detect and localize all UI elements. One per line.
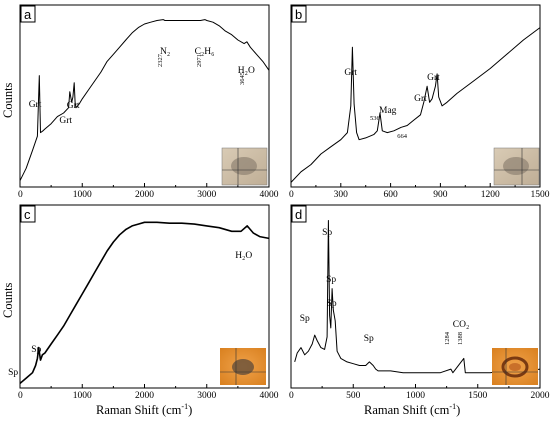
panel-c: c 0 1000 2000 3000 4000 Sp Sp H₂O [8, 204, 279, 401]
panel-a-label-grt-2: Grt [59, 116, 72, 126]
panel-a: a 0 1000 2000 3000 4000 Grt Grt Grt N₂ 2327 … [18, 4, 279, 200]
panel-a-letter-box [20, 5, 36, 23]
panel-a-x-ticks: 0 1000 2000 3000 4000 [18, 183, 279, 200]
panel-c-spectrum [19, 221, 270, 385]
panel-b-label-grt-1: Grt [344, 68, 357, 78]
panel-c-inclusion-photo [220, 348, 266, 385]
panel-a-label-2327: 2327 [157, 53, 164, 67]
panel-d-letter: d [295, 207, 302, 222]
panel-b-label-mag: Mag [379, 106, 397, 116]
panel-a-label-c2h6: C₂H₆ [195, 47, 215, 57]
panel-c-label-h2o: H₂O [235, 251, 252, 261]
panel-d-x-tick-label: 0 [289, 391, 294, 401]
panel-d-inclusion-photo [492, 348, 538, 385]
panel-a-label-3645: 3645 [239, 72, 246, 85]
panel-a-letter: a [24, 7, 32, 22]
panel-b-x-tick-label: 1500 [531, 190, 550, 200]
y-axis-label-top: Counts [1, 82, 15, 118]
panel-d-x-tick-label: 1500 [468, 391, 487, 401]
panel-a-x-tick-label: 0 [18, 190, 23, 200]
panel-c-x-tick-label: 4000 [260, 391, 279, 401]
panel-b-label-grt-2: Grt [414, 94, 427, 104]
panel-b-letter: b [295, 7, 302, 22]
panel-d-label-1388: 1388 [457, 332, 464, 345]
y-axis-label-bottom: Counts [1, 282, 15, 318]
panel-c-label-sp-1: Sp [8, 368, 18, 378]
panel-b-letter-box [291, 5, 307, 23]
panel-d-label-sp-3: Sp [326, 275, 336, 285]
panel-b-spectrum [290, 27, 541, 183]
panel-c-x-ticks: 0 1000 2000 3000 4000 [18, 384, 279, 401]
panel-c-x-tick-label: 0 [18, 391, 23, 401]
panel-d-label-sp-1: Sp [300, 314, 310, 324]
panel-b-label-536: 536 [370, 115, 381, 122]
panel-d-x-tick-label: 2000 [531, 391, 550, 401]
panel-d-letter-box [291, 205, 307, 223]
panel-d-label-sp-2: Sp [322, 228, 332, 238]
panel-d-x-tick-label: 500 [346, 391, 361, 401]
panel-d-label-sp-4: Sp [327, 299, 337, 309]
panel-a-x-tick-label: 1000 [73, 190, 92, 200]
panel-b-x-ticks: 0 300 600 900 1200 1500 [289, 183, 550, 200]
panel-a-label-grt-1: Grt [29, 100, 42, 110]
panel-b-label-664: 664 [397, 133, 408, 140]
panel-b-label-grt-3: Grt [427, 73, 440, 83]
panel-a-label-h2o: H₂O [238, 66, 255, 76]
panel-c-x-tick-label: 1000 [73, 391, 92, 401]
panel-d-label-1284: 1284 [444, 331, 451, 345]
panel-a-x-tick-label: 2000 [135, 190, 154, 200]
panel-c-letter-box [20, 205, 36, 223]
panel-d-spectrum [294, 220, 541, 374]
panel-c-letter: c [24, 207, 31, 222]
panel-b: b 0 300 600 900 1200 1500 Grt Mag 536 664 Grt… [289, 4, 550, 200]
panel-d-x-ticks: 0 500 1000 1500 2000 [289, 384, 550, 401]
panel-a-inclusion-photo [221, 147, 268, 186]
x-axis-label-left: Raman Shift (cm-1) [96, 402, 192, 417]
panel-a-spectrum [19, 19, 270, 181]
panel-b-inclusion-photo [493, 147, 540, 186]
panel-d: d 0 500 1000 1500 2000 Sp Sp Sp Sp Sp 1284 1… [289, 204, 550, 401]
panel-a-x-tick-label: 4000 [260, 190, 279, 200]
panel-d-x-tick-label: 1000 [406, 391, 425, 401]
panel-b-x-tick-label: 300 [334, 190, 349, 200]
panel-b-x-tick-label: 0 [289, 190, 294, 200]
panel-b-x-tick-label: 600 [383, 190, 398, 200]
panel-a-label-n2: N₂ [160, 47, 170, 57]
panel-b-x-tick-label: 900 [433, 190, 448, 200]
panel-c-label-sp-2: Sp [31, 345, 41, 355]
panel-a-x-tick-label: 3000 [197, 190, 216, 200]
panel-d-label-sp-5: Sp [364, 334, 374, 344]
panel-b-x-tick-label: 1200 [481, 190, 500, 200]
panel-c-x-tick-label: 3000 [197, 391, 216, 401]
panel-d-label-co2: CO₂ [453, 320, 470, 330]
panel-c-x-tick-label: 2000 [135, 391, 154, 401]
panel-a-label-grt-3: Grt [67, 101, 80, 111]
panel-a-label-2971: 2971 [196, 54, 203, 67]
x-axis-label-right: Raman Shift (cm-1) [364, 402, 460, 417]
